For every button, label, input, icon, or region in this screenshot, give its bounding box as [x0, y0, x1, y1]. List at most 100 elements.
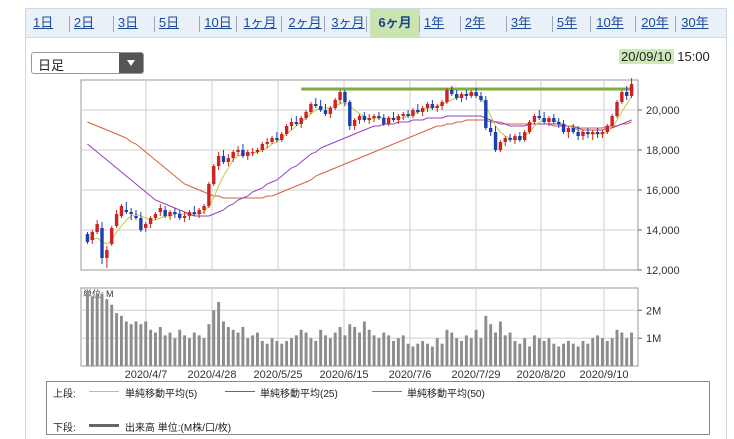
volume-bar [139, 324, 142, 366]
volume-bar [169, 333, 172, 366]
candle-body [275, 138, 278, 140]
volume-bar [358, 333, 361, 366]
volume-bar [368, 330, 371, 366]
candle-body [183, 216, 186, 218]
candle-body [363, 116, 366, 120]
x-tick-label: 2020/8/20 [517, 369, 566, 381]
volume-bar [241, 327, 244, 366]
volume-bar [562, 344, 565, 366]
candle-body [105, 250, 108, 258]
candle-body [572, 128, 575, 132]
candle-body [309, 104, 312, 112]
volume-y-tick-label: 2M [646, 305, 661, 317]
volume-bar [305, 333, 308, 366]
candle-body [470, 92, 473, 96]
candle-body [630, 84, 633, 96]
volume-bar [256, 333, 259, 366]
candle-body [450, 90, 453, 94]
volume-bar [285, 341, 288, 366]
candle-body [110, 228, 113, 244]
candle-body [606, 126, 609, 132]
candle-body [523, 132, 526, 140]
volume-bar [392, 341, 395, 366]
candle-body [460, 94, 463, 98]
volume-bar [329, 338, 332, 366]
candle-body [508, 138, 511, 140]
candle-body [280, 134, 283, 140]
volume-bar [237, 333, 240, 366]
candle-body [241, 150, 244, 156]
volume-bar [154, 333, 157, 366]
volume-bar [514, 341, 517, 366]
candle-body [334, 100, 337, 108]
candle-body [533, 116, 536, 122]
volume-bar [616, 330, 619, 366]
volume-bar [275, 341, 278, 366]
candle-body [115, 214, 118, 226]
volume-bar [445, 330, 448, 366]
candle-body [256, 150, 259, 152]
candle-body [440, 102, 443, 106]
volume-bar [251, 335, 254, 366]
volume-bar [538, 338, 541, 366]
volume-bar [212, 310, 215, 366]
volume-bar [489, 324, 492, 366]
legend-ma50-label: 単純移動平均(50) [407, 385, 485, 400]
candle-body [426, 104, 429, 108]
candle-body [120, 206, 123, 216]
volume-bar [596, 335, 599, 366]
candle-body [343, 92, 346, 102]
volume-bar [178, 330, 181, 366]
x-tick-label: 2020/4/28 [188, 369, 237, 381]
candle-body [552, 118, 555, 122]
candle-body [319, 106, 322, 110]
volume-bar [207, 324, 210, 366]
candle-body [474, 92, 477, 96]
volume-bar [343, 335, 346, 366]
candle-body [392, 118, 395, 120]
candle-body [168, 212, 171, 216]
candle-body [125, 210, 128, 212]
volume-bar [295, 335, 298, 366]
candle-body [188, 212, 191, 216]
volume-bar [528, 347, 531, 367]
candle-body [402, 114, 405, 116]
candle-body [207, 184, 210, 206]
volume-bar [548, 338, 551, 366]
volume-bar [266, 344, 269, 366]
price-y-tick-label: 16,000 [646, 185, 680, 197]
candle-body [382, 118, 385, 124]
candle-body [445, 90, 448, 102]
volume-bar [586, 344, 589, 366]
candle-body [159, 208, 162, 212]
volume-bar [348, 324, 351, 366]
legend-volume-label: 出来高 単位:(M株/口/枚) [125, 419, 231, 434]
candle-body [91, 232, 94, 240]
volume-bar [377, 338, 380, 366]
candle-body [528, 122, 531, 132]
volume-bar [552, 344, 555, 366]
candle-body [227, 158, 230, 162]
candle-body [314, 104, 317, 106]
candle-body [154, 214, 157, 218]
volume-y-tick-label: 1M [646, 333, 661, 345]
candle-body [358, 116, 361, 120]
candle-body [436, 106, 439, 108]
volume-bar [193, 333, 196, 366]
candle-body [576, 132, 579, 136]
volume-bar [86, 291, 89, 366]
candle-body [144, 224, 147, 228]
candle-body [397, 116, 400, 120]
candle-body [625, 92, 628, 96]
candle-body [406, 114, 409, 116]
candle-body [193, 212, 196, 214]
candle-body [149, 218, 152, 224]
candle-body [265, 142, 268, 144]
candle-body [586, 132, 589, 134]
price-y-tick-label: 12,000 [646, 265, 680, 277]
candle-body [353, 120, 356, 126]
volume-bar [606, 341, 609, 366]
candle-body [178, 214, 181, 218]
candle-body [299, 118, 302, 124]
candle-body [295, 122, 298, 124]
